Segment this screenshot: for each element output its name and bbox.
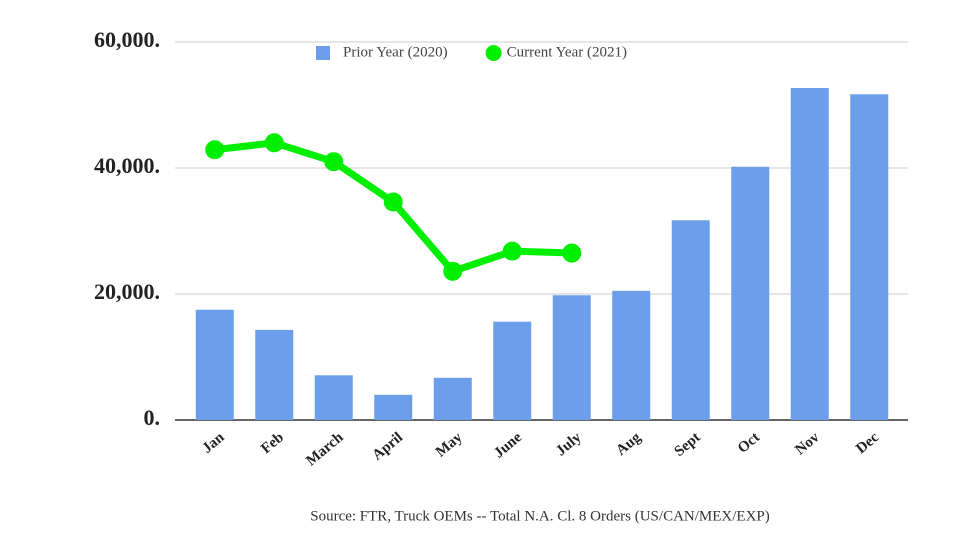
y-tick-label: 0. bbox=[144, 405, 161, 430]
y-tick-label: 20,000. bbox=[94, 279, 160, 304]
y-tick-label: 40,000. bbox=[94, 153, 160, 178]
legend-swatch bbox=[316, 46, 330, 60]
line-marker bbox=[562, 243, 582, 263]
bar bbox=[790, 87, 829, 421]
legend-label: Prior Year (2020) bbox=[343, 44, 448, 60]
x-tick-label: Feb bbox=[258, 429, 287, 457]
line-marker bbox=[324, 152, 344, 172]
caption: Source: FTR, Truck OEMs -- Total N.A. Cl… bbox=[310, 508, 770, 524]
bar bbox=[850, 94, 889, 420]
x-tick-label: April bbox=[370, 429, 406, 463]
bar bbox=[671, 220, 710, 420]
bar bbox=[433, 377, 472, 420]
x-tick-label: Oct bbox=[735, 429, 763, 456]
x-tick-label: Dec bbox=[853, 429, 882, 457]
bar bbox=[255, 329, 294, 420]
x-tick-label: June bbox=[491, 429, 525, 461]
x-tick-label: Jan bbox=[199, 429, 228, 457]
x-tick-label: Nov bbox=[792, 429, 822, 458]
x-tick-label: Sept bbox=[672, 429, 704, 459]
bar bbox=[612, 290, 651, 420]
x-tick-label: March bbox=[303, 429, 347, 469]
line-marker bbox=[383, 192, 403, 212]
line-marker bbox=[502, 241, 522, 261]
line-marker bbox=[205, 140, 225, 160]
bar bbox=[552, 295, 591, 420]
bar bbox=[731, 166, 770, 420]
line-marker bbox=[443, 261, 463, 281]
legend-label: Current Year (2021) bbox=[507, 44, 627, 60]
legend-swatch bbox=[485, 45, 502, 61]
x-tick-label: July bbox=[553, 429, 585, 459]
bar bbox=[374, 394, 413, 420]
line-marker bbox=[264, 133, 284, 153]
x-tick-label: May bbox=[433, 429, 466, 460]
x-tick-label: Aug bbox=[613, 429, 644, 459]
bar bbox=[493, 321, 532, 420]
y-tick-label: 60,000. bbox=[94, 27, 160, 52]
bar bbox=[195, 309, 234, 420]
bar bbox=[314, 375, 353, 420]
